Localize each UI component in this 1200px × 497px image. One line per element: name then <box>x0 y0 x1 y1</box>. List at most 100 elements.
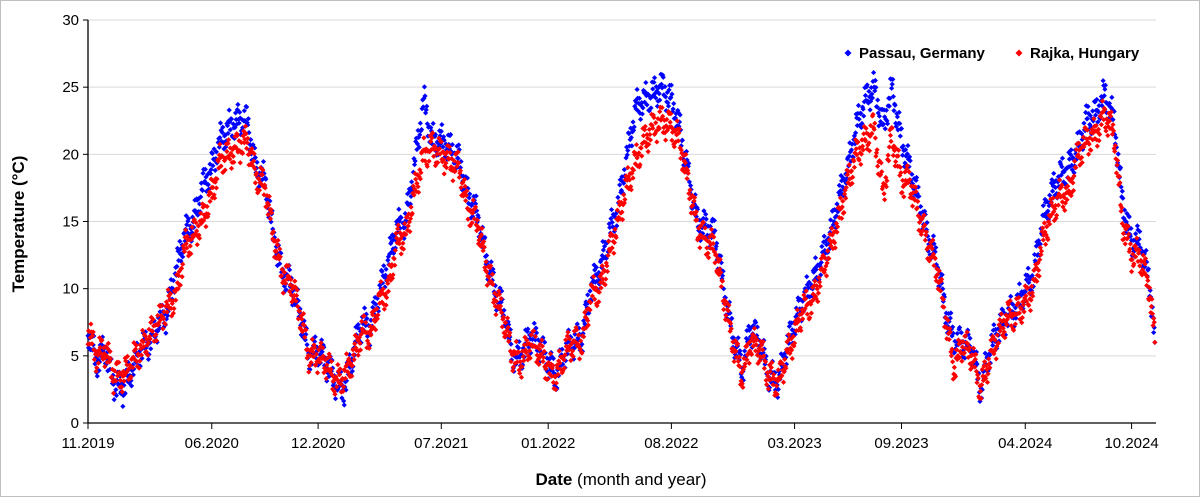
data-point <box>973 351 979 357</box>
data-point <box>691 198 697 204</box>
data-point <box>98 350 104 356</box>
data-point <box>352 341 358 347</box>
data-point <box>875 110 881 116</box>
data-point <box>289 302 296 308</box>
data-point <box>781 369 787 375</box>
data-point <box>122 390 128 396</box>
data-point <box>363 319 369 326</box>
data-point <box>1096 137 1102 144</box>
data-point <box>992 337 998 343</box>
data-point <box>697 245 703 251</box>
data-point <box>1117 180 1123 186</box>
data-point <box>251 158 257 164</box>
data-point <box>141 344 147 350</box>
data-point <box>338 369 344 375</box>
data-point <box>421 95 427 102</box>
data-point <box>1069 167 1075 173</box>
data-point <box>791 340 798 346</box>
data-point <box>1086 141 1092 147</box>
data-point <box>1069 175 1075 182</box>
data-point <box>1140 252 1146 258</box>
data-point <box>253 170 260 176</box>
x-tick-label: 07.2021 <box>414 435 468 452</box>
data-point <box>857 122 863 129</box>
data-point <box>818 259 824 266</box>
data-point <box>1120 195 1126 201</box>
data-point <box>756 345 762 351</box>
data-point <box>214 176 220 182</box>
data-point <box>870 78 876 84</box>
data-point <box>1069 162 1075 168</box>
data-point <box>292 284 299 290</box>
data-point <box>450 165 457 172</box>
data-point <box>184 245 190 251</box>
data-point <box>718 283 724 290</box>
data-point <box>619 179 626 185</box>
data-point <box>1022 289 1028 295</box>
data-point <box>848 168 855 174</box>
data-point <box>808 301 814 307</box>
data-point <box>796 327 802 333</box>
data-point <box>812 255 819 261</box>
data-point <box>963 345 969 351</box>
data-point <box>395 222 401 228</box>
data-point <box>383 302 389 308</box>
data-point <box>860 147 866 153</box>
data-point <box>953 355 959 361</box>
data-point <box>332 391 338 397</box>
data-point <box>692 194 698 201</box>
data-point <box>1108 113 1114 119</box>
data-point <box>601 268 608 274</box>
data-point <box>770 382 776 388</box>
data-point <box>228 150 234 156</box>
data-point <box>643 79 649 86</box>
data-point <box>374 306 380 312</box>
data-point <box>628 187 634 193</box>
data-point <box>592 296 598 302</box>
data-point <box>712 260 718 266</box>
data-point <box>89 341 95 347</box>
data-point <box>536 359 543 365</box>
data-point <box>545 376 551 382</box>
data-point <box>1021 309 1027 315</box>
data-point <box>984 379 991 385</box>
data-point <box>600 276 606 282</box>
data-point <box>1008 323 1014 329</box>
data-point <box>975 372 981 378</box>
data-point <box>411 156 417 162</box>
data-point <box>498 299 504 305</box>
data-point <box>140 330 146 336</box>
data-point <box>801 292 807 298</box>
data-point <box>560 368 566 374</box>
data-point <box>581 334 587 340</box>
data-point <box>336 380 342 386</box>
data-point <box>289 299 295 305</box>
data-point <box>347 364 353 371</box>
x-tick-labels: 11.2019 06.2020 12.2020 07.2021 01.2022 08.20… <box>61 435 1158 452</box>
data-point <box>608 207 615 213</box>
data-point <box>995 340 1002 346</box>
data-point <box>973 368 980 374</box>
data-point <box>826 237 833 243</box>
data-point <box>590 284 596 290</box>
data-point <box>978 395 984 402</box>
data-point <box>812 293 819 299</box>
data-point <box>524 328 530 335</box>
data-point <box>273 248 279 254</box>
data-point <box>1044 224 1050 230</box>
data-point <box>904 163 910 169</box>
data-point <box>853 146 859 152</box>
data-point <box>397 225 403 231</box>
data-point <box>887 132 894 138</box>
data-point <box>429 130 436 136</box>
data-point <box>249 146 255 152</box>
data-point <box>1016 310 1023 316</box>
data-point <box>893 120 899 126</box>
data-point <box>936 279 942 286</box>
data-point <box>1079 154 1085 161</box>
data-point <box>736 354 742 360</box>
data-point <box>295 303 301 310</box>
data-point <box>244 104 250 110</box>
data-point <box>473 193 479 199</box>
data-point <box>561 365 568 371</box>
